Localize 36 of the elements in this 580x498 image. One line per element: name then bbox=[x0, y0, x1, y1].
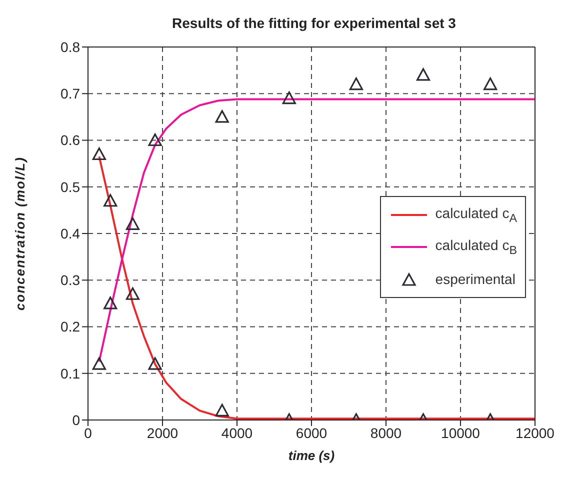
point bbox=[126, 287, 140, 300]
point bbox=[148, 133, 162, 146]
x-axis-title: time (s) bbox=[288, 448, 335, 463]
legend-label: esperimental bbox=[435, 271, 516, 287]
x-tick-label: 10000 bbox=[441, 424, 480, 441]
x-tick-label: 0 bbox=[84, 424, 92, 441]
chart-title: Results of the fitting for experimental set 3 bbox=[172, 15, 456, 31]
x-tick-label: 12000 bbox=[516, 424, 555, 441]
y-axis-title: concentration (mol/L) bbox=[12, 156, 28, 310]
point bbox=[104, 296, 118, 310]
y-tick-label: 0.3 bbox=[60, 272, 80, 288]
y-tick-label: 0.1 bbox=[60, 365, 80, 382]
point bbox=[215, 110, 229, 123]
point bbox=[215, 404, 229, 416]
point bbox=[126, 217, 140, 230]
y-tick-label: 0.8 bbox=[60, 38, 80, 55]
point bbox=[416, 68, 430, 81]
point bbox=[282, 91, 296, 104]
x-tick-label: 4000 bbox=[221, 424, 253, 441]
point bbox=[92, 357, 106, 370]
legend-label: calculated c$_{A}$ bbox=[435, 204, 517, 225]
x-tick-label: 6000 bbox=[296, 424, 328, 441]
x-tick-label: 8000 bbox=[370, 424, 402, 441]
y-tick-label: 0.6 bbox=[60, 132, 80, 148]
point bbox=[349, 78, 363, 90]
y-tick-label: 0.5 bbox=[60, 178, 80, 195]
point bbox=[148, 357, 162, 370]
y-tick-label: 0.2 bbox=[60, 318, 80, 335]
y-tick-label: 0.7 bbox=[60, 86, 80, 102]
point bbox=[484, 78, 498, 90]
point bbox=[104, 194, 118, 207]
y-tick-label: 0 bbox=[72, 412, 80, 428]
y-tick-label: 0.4 bbox=[60, 225, 80, 242]
x-tick-label: 2000 bbox=[146, 424, 178, 441]
point bbox=[92, 147, 106, 160]
legend-label: calculated c$_{B}$ bbox=[435, 236, 517, 257]
